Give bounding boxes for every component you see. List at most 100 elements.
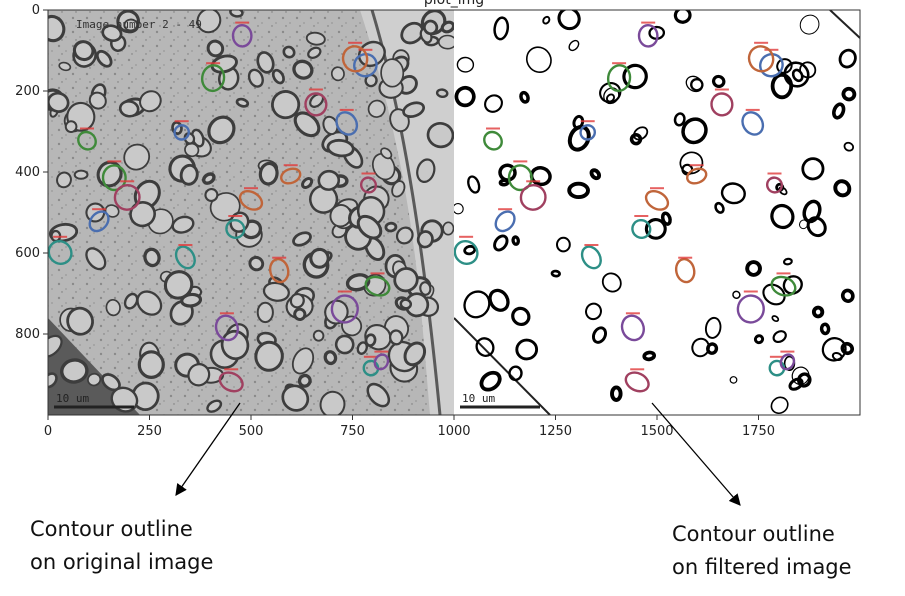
- contour-label: [120, 180, 135, 183]
- axon-ring: [416, 158, 436, 183]
- filtered-axon-ring: [601, 272, 622, 293]
- filtered-axon-ring: [660, 211, 672, 226]
- filtered-contour-label: [498, 208, 513, 211]
- filtered-axon-ring: [801, 157, 825, 181]
- filtered-axon-ring: [732, 290, 741, 299]
- filtered-axon-contour: [631, 218, 652, 240]
- filtered-axon-ring: [811, 305, 825, 319]
- arrow-to-filtered: [651, 402, 741, 506]
- contour-label: [224, 368, 239, 371]
- x-tick-label: 1750: [742, 424, 775, 439]
- axon-ring: [254, 340, 284, 372]
- filtered-axon-contour: [741, 111, 765, 136]
- filtered-axon-ring: [454, 85, 476, 108]
- contour-label: [348, 41, 363, 44]
- axon-contour: [88, 210, 110, 233]
- axon-contour: [362, 359, 380, 377]
- scale-bar-label-right: 10 um: [462, 392, 495, 405]
- y-axis: 0 200 400 600 800: [15, 3, 48, 342]
- filtered-contour-label: [743, 290, 758, 293]
- filtered-axon-contour: [770, 275, 797, 297]
- caption-filtered-line2: on filtered image: [672, 555, 852, 579]
- contour-label: [361, 172, 376, 175]
- axon-cells-original: [48, 10, 454, 415]
- axon-ring: [334, 334, 355, 355]
- filtered-axon-ring: [679, 151, 704, 175]
- filtered-axon-ring: [642, 350, 657, 362]
- filtered-axon-ring: [841, 86, 857, 102]
- filtered-axon-ring: [454, 203, 464, 215]
- axon-ring: [271, 68, 285, 85]
- filtered-axon-ring: [833, 179, 852, 198]
- axon-ring: [292, 59, 314, 80]
- contour-label: [206, 62, 221, 65]
- axon-ring: [137, 350, 165, 380]
- filtered-contour-label: [767, 172, 782, 175]
- axon-ring: [262, 281, 290, 302]
- axon-ring: [438, 34, 454, 50]
- axon-ring: [48, 334, 63, 358]
- filtered-axon-ring: [475, 337, 495, 357]
- axon-contour: [101, 164, 127, 192]
- filtered-contour-label: [580, 120, 595, 123]
- filtered-axon-ring: [711, 74, 726, 88]
- filtered-axon-ring: [771, 315, 780, 323]
- x-tick-label: 500: [239, 424, 264, 439]
- contour-label: [174, 120, 189, 123]
- filtered-contour-label: [754, 41, 769, 44]
- axon-ring: [380, 58, 405, 88]
- filtered-axon-ring: [745, 260, 762, 277]
- filtered-axon-ring: [591, 326, 608, 344]
- axon-ring: [384, 221, 398, 233]
- filtered-axon-contour: [620, 314, 645, 342]
- filtered-contour-label: [641, 21, 656, 24]
- contour-label: [339, 108, 354, 111]
- filtered-axon-ring: [463, 290, 491, 319]
- axon-ring: [220, 329, 250, 361]
- axon-contour: [359, 176, 378, 194]
- axon-ring: [291, 347, 315, 375]
- axon-contour: [304, 92, 328, 117]
- axon-ring: [123, 143, 151, 171]
- axon-ring: [293, 111, 321, 138]
- axon-ring: [56, 171, 72, 189]
- contour-label: [244, 187, 258, 190]
- contour-label: [53, 235, 68, 238]
- axon-contour: [218, 371, 244, 393]
- axon-ring: [72, 40, 95, 62]
- axon-ring: [364, 333, 377, 348]
- axon-ring: [442, 221, 454, 236]
- y-tick-label: 400: [15, 165, 40, 180]
- axon-ring: [297, 373, 312, 388]
- filtered-axon-contour: [507, 164, 533, 192]
- filtered-axon-ring: [508, 365, 523, 382]
- filtered-axon-contour: [674, 257, 696, 284]
- axon-ring: [399, 298, 413, 310]
- filtered-contour-label: [678, 256, 693, 259]
- axon-cells-filtered: [454, 10, 857, 415]
- filtered-axon-ring: [791, 366, 810, 386]
- filtered-axon-ring: [493, 234, 509, 252]
- axon-contour: [200, 64, 226, 93]
- x-tick-label: 250: [137, 424, 162, 439]
- axon-ring: [435, 88, 449, 99]
- filtered-contour-label: [625, 312, 640, 315]
- filtered-axon-ring: [819, 322, 831, 336]
- filtered-contour-label: [780, 350, 795, 353]
- filtered-axon-ring: [467, 175, 481, 194]
- filtered-image-panel: 10 um: [454, 10, 860, 415]
- axon-ring: [367, 99, 386, 118]
- axon-contour: [48, 239, 73, 266]
- contour-label: [107, 160, 122, 163]
- filtered-axon-ring: [840, 341, 855, 356]
- filtered-axon-ring: [691, 337, 710, 358]
- x-tick-label: 750: [340, 424, 365, 439]
- axon-ring: [403, 341, 427, 367]
- axon-contour: [341, 45, 369, 73]
- axon-ring: [282, 45, 296, 59]
- contour-label: [374, 350, 389, 353]
- caption-original: Contour outline on original image: [30, 513, 213, 579]
- axon-ring: [206, 399, 223, 413]
- axon-ring: [324, 299, 349, 325]
- filtered-axon-ring: [555, 236, 571, 253]
